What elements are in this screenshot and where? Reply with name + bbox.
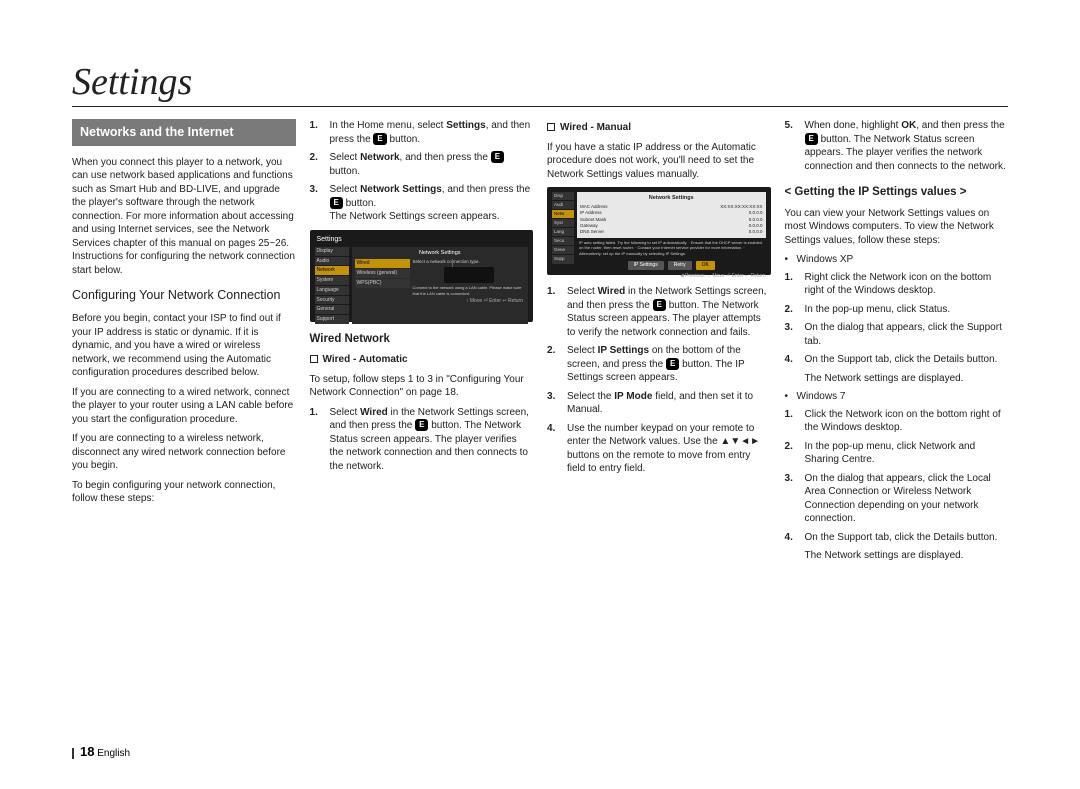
manual-page: Settings Networks and the Internet When … [0,0,1080,789]
step: On the Support tab, click the Details bu… [785,353,1009,367]
step: When done, highlight OK, and then press … [785,119,1009,173]
step: In the Home menu, select Settings, and t… [310,119,534,146]
para: If you are connecting to a wireless netw… [72,432,296,473]
step: Use the number keypad on your remote to … [547,422,771,476]
para: To begin configuring your network connec… [72,479,296,506]
step: On the dialog that appears, click the Su… [785,321,1009,348]
auto-intro: To setup, follow steps 1 to 3 in "Config… [310,373,534,400]
column-2: In the Home menu, select Settings, and t… [310,119,534,568]
enter-icon: E [666,358,679,370]
column-3: Wired - Manual If you have a static IP a… [547,119,771,568]
step: Select Network Settings, and then press … [310,183,534,224]
manual-intro: If you have a static IP address or the A… [547,141,771,182]
win7-steps: Click the Network icon on the bottom rig… [785,408,1009,545]
wired-auto-head: Wired - Automatic [310,353,534,367]
para: Before you begin, contact your ISP to fi… [72,312,296,380]
step: Right click the Network icon on the bott… [785,271,1009,298]
step: Select Wired in the Network Settings scr… [310,406,534,474]
settings-screenshot-1: Settings DisplayAudioNetworkSystemLangua… [310,230,534,322]
wired-network-head: Wired Network [310,332,534,348]
ip-values-head: < Getting the IP Settings values > [785,185,1009,201]
step: In the pop-up menu, click Status. [785,303,1009,317]
column-4: When done, highlight OK, and then press … [785,119,1009,568]
step: Select IP Settings on the bottom of the … [547,344,771,385]
enter-icon: E [373,133,386,145]
step: On the dialog that appears, click the Lo… [785,472,1009,526]
router-icon [444,267,494,283]
win7-after: The Network settings are displayed. [785,549,1009,563]
manual-steps-cont: When done, highlight OK, and then press … [785,119,1009,173]
auto-steps: Select Wired in the Network Settings scr… [310,406,534,474]
step: Select Wired in the Network Settings scr… [547,285,771,339]
step: On the Support tab, click the Details bu… [785,531,1009,545]
manual-steps: Select Wired in the Network Settings scr… [547,285,771,476]
xp-steps: Right click the Network icon on the bott… [785,271,1009,367]
config-steps: In the Home menu, select Settings, and t… [310,119,534,224]
step: Click the Network icon on the bottom rig… [785,408,1009,435]
xp-after: The Network settings are displayed. [785,372,1009,386]
ip-intro: You can view your Network Settings value… [785,207,1009,248]
content-columns: Networks and the Internet When you conne… [72,119,1008,568]
settings-screenshot-2: DispAudiNetwSystLangSecuGeneSupp Network… [547,187,771,275]
step: In the pop-up menu, click Network and Sh… [785,440,1009,467]
enter-icon: E [330,197,343,209]
os-bullet: Windows XP [785,253,1009,267]
intro-text: When you connect this player to a networ… [72,156,296,278]
enter-icon: E [653,299,666,311]
step: Select Network, and then press the E but… [310,151,534,178]
column-1: Networks and the Internet When you conne… [72,119,296,568]
section-header: Networks and the Internet [72,119,296,146]
page-title: Settings [72,60,1008,107]
enter-icon: E [805,133,818,145]
step: Select the IP Mode field, and then set i… [547,390,771,417]
enter-icon: E [491,151,504,163]
enter-icon: E [415,419,428,431]
config-subhead: Configuring Your Network Connection [72,287,296,304]
page-footer: 18 English [72,744,130,759]
wired-manual-head: Wired - Manual [547,121,771,135]
os-bullet: Windows 7 [785,390,1009,404]
para: If you are connecting to a wired network… [72,386,296,427]
